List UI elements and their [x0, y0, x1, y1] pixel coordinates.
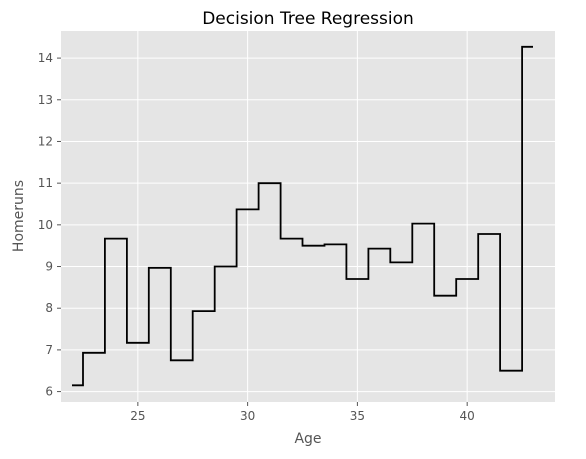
chart-title: Decision Tree Regression — [202, 9, 414, 29]
prediction-step-line — [72, 45, 533, 387]
y-tick-label: 9 — [45, 260, 53, 274]
x-tick-label: 30 — [240, 409, 255, 423]
y-tick-label: 14 — [38, 51, 53, 65]
y-axis-label: Homeruns — [11, 180, 27, 252]
y-tick-label: 12 — [38, 134, 53, 148]
y-tick-label: 13 — [38, 93, 53, 107]
series-layer — [72, 45, 533, 387]
y-tick-label: 10 — [38, 218, 53, 232]
x-tick-label: 35 — [350, 409, 365, 423]
y-tick-label: 8 — [45, 301, 53, 315]
y-tick-label: 7 — [45, 343, 53, 357]
gridlines — [61, 31, 555, 402]
x-axis-label: Age — [294, 431, 321, 447]
x-tick-label: 25 — [130, 409, 145, 423]
y-tick-label: 6 — [45, 385, 53, 399]
axis-ticks: 25 30 35 40 6 7 8 9 10 11 12 13 14 — [38, 51, 475, 423]
x-tick-label: 40 — [460, 409, 475, 423]
plot-area-background — [61, 31, 555, 402]
y-tick-label: 11 — [38, 176, 53, 190]
